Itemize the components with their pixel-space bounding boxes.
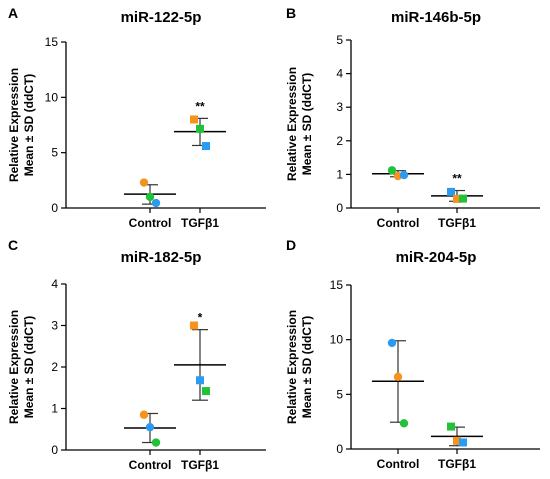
x-tick-label: TGFβ1 (181, 458, 219, 472)
panel-label: D (286, 237, 296, 253)
y-axis-label: Relative Expression Mean ± SD (ddCT) (7, 68, 36, 182)
group-control (124, 410, 176, 447)
data-point-square (190, 115, 198, 124)
significance-marker: ** (195, 99, 205, 113)
y-tick-label: 5 (51, 146, 58, 160)
data-point-square (202, 142, 210, 151)
x-tick-label: TGFβ1 (438, 216, 476, 230)
panel-label: A (8, 5, 18, 21)
chart-title: miR-122-5p (121, 9, 202, 26)
data-point-circle (387, 166, 397, 175)
data-point-circle (139, 410, 149, 419)
y-axis-label-line: Mean ± SD (ddCT) (300, 73, 314, 176)
significance-marker: * (198, 311, 203, 325)
significance-marker: ** (452, 172, 462, 186)
y-tick-label: 10 (45, 90, 59, 104)
y-tick-label: 0 (51, 201, 58, 215)
group-control (372, 338, 424, 428)
data-point-circle (139, 178, 149, 187)
data-point-circle (387, 338, 397, 348)
x-tick-label: Control (377, 457, 420, 471)
data-point-circle (145, 422, 155, 432)
panel-label: C (8, 237, 18, 253)
data-point-square (202, 387, 210, 396)
y-tick-label: 3 (336, 100, 343, 114)
chart-title: miR-182-5p (121, 249, 202, 266)
data-point-circle (145, 192, 155, 202)
y-axis-label: Relative Expression Mean ± SD (ddCT) (7, 310, 36, 424)
y-tick-label: 15 (45, 35, 59, 49)
chart-title: miR-146b-5p (391, 9, 481, 26)
group-tgf-1 (431, 422, 483, 447)
y-tick-label: 2 (51, 360, 58, 374)
y-tick-label: 5 (336, 387, 343, 401)
x-tick-label: Control (129, 216, 172, 230)
y-tick-label: 5 (336, 33, 343, 47)
y-axis-label-line: Mean ± SD (ddCT) (22, 316, 36, 419)
y-tick-label: 0 (51, 443, 58, 457)
y-axis-label-line: Mean ± SD (ddCT) (300, 316, 314, 419)
y-axis-label: Relative Expression Mean ± SD (ddCT) (285, 67, 314, 181)
group-tgf-1: * (174, 311, 226, 401)
data-point-square (447, 187, 455, 196)
group-tgf-1: ** (431, 172, 483, 203)
panel-label: B (286, 5, 296, 21)
y-tick-label: 1 (336, 167, 343, 181)
group-tgf-1: ** (174, 99, 226, 151)
data-point-circle (151, 438, 161, 447)
y-axis-label-line: Mean ± SD (ddCT) (22, 74, 36, 177)
data-point-circle (399, 419, 409, 428)
y-tick-label: 4 (51, 277, 58, 291)
data-point-square (196, 124, 204, 133)
y-axis-label-line: Relative Expression (7, 310, 21, 424)
data-point-square (459, 438, 467, 447)
data-point-circle (393, 372, 403, 382)
data-point-square (447, 422, 455, 431)
y-tick-label: 1 (51, 402, 58, 416)
y-axis-label-line: Relative Expression (7, 68, 21, 182)
x-tick-label: Control (377, 216, 420, 230)
data-point-square (453, 194, 461, 203)
data-point-square (453, 436, 461, 445)
data-point-square (459, 194, 467, 203)
chart-title: miR-204-5p (396, 249, 477, 266)
x-tick-label: TGFβ1 (181, 216, 219, 230)
y-tick-label: 2 (336, 134, 343, 148)
data-point-square (196, 376, 204, 385)
y-tick-label: 0 (336, 201, 343, 215)
y-axis-label-line: Relative Expression (285, 310, 299, 424)
y-tick-label: 15 (330, 278, 344, 292)
y-axis-label: Relative Expression Mean ± SD (ddCT) (285, 310, 314, 424)
group-control (124, 178, 176, 208)
y-tick-label: 10 (330, 333, 344, 347)
data-point-circle (151, 198, 161, 208)
y-tick-label: 4 (336, 67, 343, 81)
group-control (372, 166, 424, 181)
y-tick-label: 0 (336, 442, 343, 456)
y-tick-label: 3 (51, 319, 58, 333)
x-tick-label: Control (129, 458, 172, 472)
data-point-circle (399, 170, 409, 180)
x-tick-label: TGFβ1 (438, 457, 476, 471)
data-point-square (190, 321, 198, 330)
y-axis-label-line: Relative Expression (285, 67, 299, 181)
